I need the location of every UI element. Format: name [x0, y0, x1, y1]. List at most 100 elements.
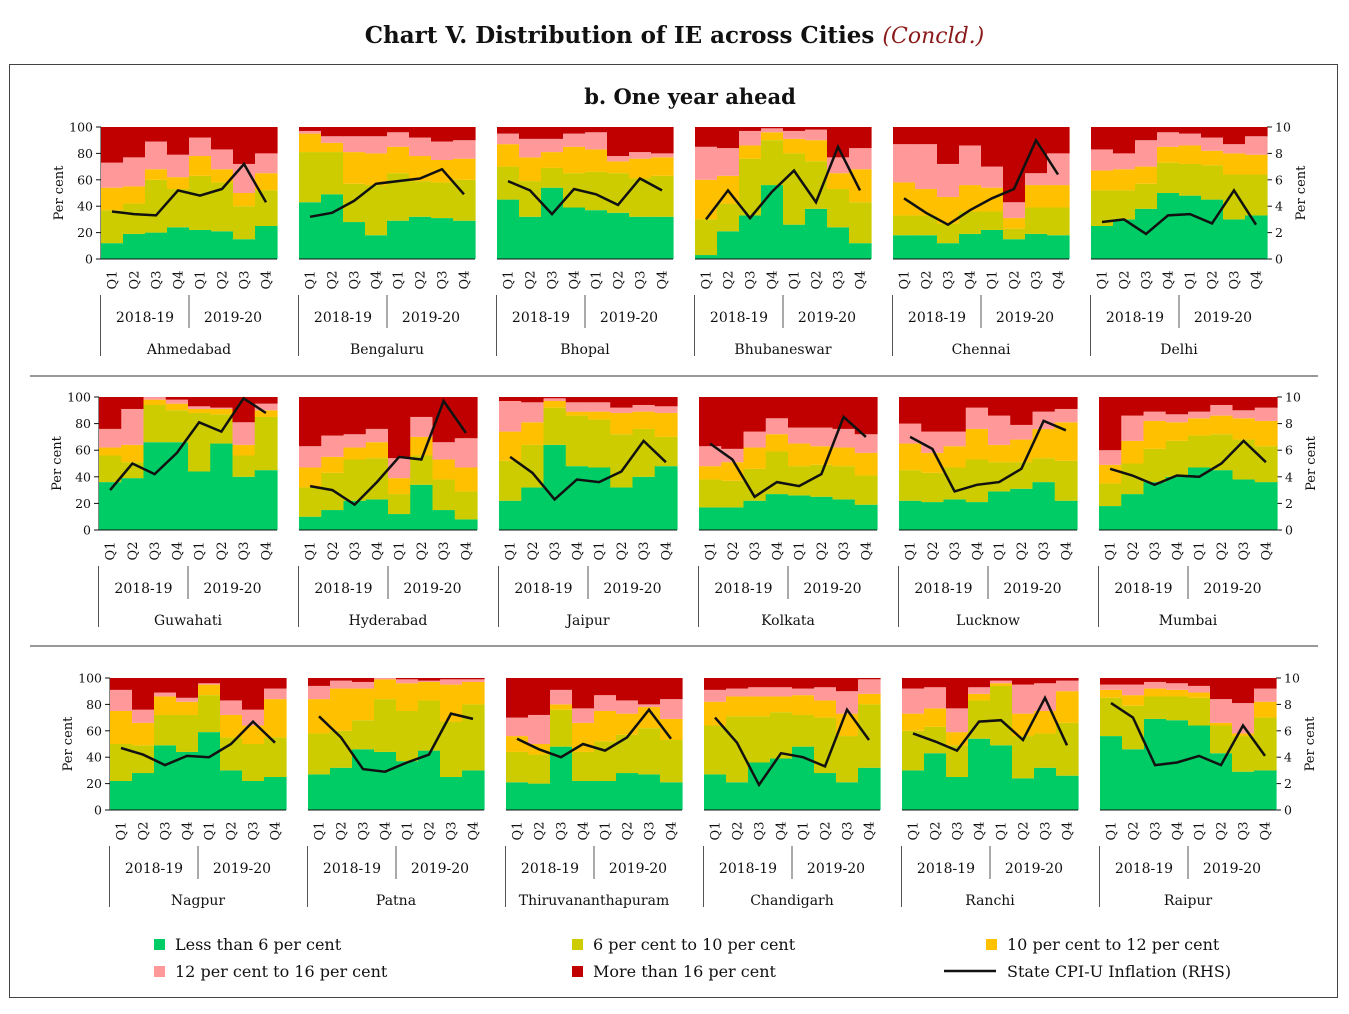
- bar-chandigarh-gt16-q6: [814, 678, 837, 688]
- bar-chennai-gt16-q5: [981, 127, 1004, 167]
- quarter-label: Q1: [1105, 822, 1120, 841]
- city-label-ahmedabad: Ahmedabad: [146, 342, 231, 358]
- bar-lucknow-gt16-q5: [988, 397, 1011, 416]
- bar-kolkata-lt6-q4: [765, 494, 789, 530]
- quarter-label: Q4: [458, 271, 473, 290]
- bar-thiruvananthapuram-12to16-q4: [572, 708, 595, 723]
- year-label: 2018-19: [521, 861, 579, 877]
- bar-mumbai-lt6-q7: [1232, 479, 1256, 530]
- bar-chennai-12to16-q5: [981, 166, 1004, 188]
- right-tick-label: 0: [1275, 252, 1283, 267]
- bar-chandigarh-6to10-q1: [704, 725, 727, 775]
- cpi-line-guwahati: [109, 396, 267, 491]
- cpi-line-kolkata: [709, 414, 867, 499]
- bar-bengaluru-6to10-q4: [365, 185, 388, 236]
- year-label: 2018-19: [114, 581, 172, 597]
- bar-bhubaneswar-10to12-q1: [695, 179, 718, 220]
- bar-delhi-lt6-q2: [1113, 219, 1136, 259]
- cpi-line-ahmedabad: [111, 161, 268, 217]
- quarter-label: Q4: [459, 542, 474, 561]
- year-label: 2018-19: [917, 861, 975, 877]
- bar-kolkata-12to16-q2: [721, 448, 745, 463]
- bar-patna-6to10-q1: [308, 733, 331, 775]
- bar-jaipur-gt16-q3: [543, 397, 567, 399]
- quarter-label: Q1: [304, 542, 319, 561]
- bar-chandigarh-12to16-q1: [704, 689, 727, 702]
- bar-jaipur-6to10-q1: [499, 460, 522, 501]
- bar-raipur-12to16-q5: [1188, 685, 1211, 693]
- bar-ahmedabad-lt6-q8: [255, 226, 278, 259]
- bar-delhi-12to16-q5: [1179, 133, 1202, 146]
- bar-bhopal-gt16-q5: [585, 127, 608, 133]
- quarter-label: Q4: [656, 271, 671, 290]
- cpi-line-nagpur: [120, 719, 276, 767]
- bar-nagpur-lt6-q5: [198, 732, 221, 810]
- chart-title: Chart V. Distribution of IE across Citie…: [0, 22, 1349, 49]
- bar-delhi-6to10-q3: [1135, 183, 1158, 209]
- bar-lucknow-lt6-q4: [965, 502, 989, 530]
- bar-hyderabad-10to12-q1: [299, 467, 322, 488]
- bar-raipur-gt16-q4: [1166, 678, 1189, 684]
- quarter-label: Q1: [599, 822, 614, 841]
- bar-jaipur-gt16-q6: [610, 397, 634, 408]
- bar-mumbai-lt6-q4: [1165, 476, 1189, 530]
- bar-thiruvananthapuram-6to10-q1: [506, 751, 529, 783]
- bar-hyderabad-6to10-q1: [299, 487, 322, 517]
- bar-mumbai-10to12-q5: [1188, 418, 1211, 436]
- bar-ahmedabad-10to12-q2: [123, 186, 146, 204]
- bar-delhi-10to12-q1: [1091, 170, 1114, 191]
- bar-hyderabad-12to16-q8: [454, 438, 478, 468]
- bar-chennai-gt16-q4: [959, 127, 982, 146]
- bar-thiruvananthapuram-gt16-q4: [572, 678, 595, 709]
- bar-patna-6to10-q3: [352, 720, 375, 750]
- quarter-label: Q1: [788, 271, 803, 290]
- quarter-label: Q2: [731, 822, 746, 841]
- bar-kolkata-10to12-q7: [832, 447, 856, 467]
- bar-ranchi-12to16-q4: [968, 687, 991, 694]
- quarter-label: Q3: [1228, 271, 1243, 290]
- bar-chennai-10to12-q8: [1047, 185, 1070, 208]
- bar-mumbai-10to12-q8: [1254, 420, 1278, 447]
- bar-kolkata-gt16-q6: [810, 397, 834, 428]
- bar-jaipur-lt6-q6: [610, 487, 634, 530]
- right-tick-label: 0: [1285, 523, 1293, 538]
- bar-bhubaneswar-gt16-q2: [717, 127, 740, 149]
- cpi-line-thiruvananthapuram: [516, 707, 672, 759]
- quarter-label: Q2: [326, 271, 341, 290]
- bar-hyderabad-lt6-q1: [299, 516, 322, 530]
- bar-guwahati-lt6-q8: [254, 470, 278, 530]
- left-tick-label: 0: [83, 523, 91, 538]
- bar-bengaluru-12to16-q6: [409, 137, 432, 157]
- legend-label-lt6: Less than 6 per cent: [175, 935, 342, 954]
- bar-thiruvananthapuram-lt6-q3: [550, 746, 573, 810]
- bar-ahmedabad-10to12-q5: [189, 156, 212, 176]
- city-label-nagpur: Nagpur: [171, 893, 226, 909]
- bar-raipur-6to10-q4: [1166, 696, 1189, 721]
- bar-bengaluru-gt16-q8: [453, 127, 476, 141]
- quarter-label: Q4: [659, 542, 674, 561]
- bar-raipur-lt6-q4: [1166, 720, 1189, 810]
- bar-delhi-6to10-q1: [1091, 190, 1114, 226]
- bar-ahmedabad-gt16-q1: [101, 127, 124, 163]
- bar-ahmedabad-6to10-q1: [101, 210, 124, 244]
- bar-kolkata-lt6-q5: [788, 495, 811, 530]
- quarter-label: Q3: [837, 542, 852, 561]
- bar-patna-10to12-q2: [330, 688, 353, 731]
- bar-bhopal-12to16-q7: [629, 152, 652, 159]
- bar-guwahati-lt6-q2: [121, 478, 145, 530]
- quarter-label: Q4: [570, 542, 585, 561]
- bar-mumbai-lt6-q3: [1143, 482, 1167, 530]
- bar-kolkata-10to12-q8: [854, 452, 878, 476]
- bar-patna-10to12-q8: [462, 681, 485, 705]
- bar-nagpur-10to12-q4: [176, 701, 199, 715]
- bar-guwahati-12to16-q4: [165, 399, 189, 404]
- bar-ranchi-12to16-q3: [946, 708, 969, 733]
- bar-thiruvananthapuram-lt6-q8: [660, 782, 683, 810]
- bar-nagpur-6to10-q8: [264, 737, 287, 777]
- bar-bhopal-6to10-q8: [651, 175, 674, 217]
- year-label: 2019-20: [204, 310, 262, 326]
- quarter-label: Q3: [951, 822, 966, 841]
- quarter-label: Q1: [907, 822, 922, 841]
- bar-kolkata-6to10-q7: [832, 466, 856, 500]
- bar-bhopal-6to10-q1: [497, 166, 520, 200]
